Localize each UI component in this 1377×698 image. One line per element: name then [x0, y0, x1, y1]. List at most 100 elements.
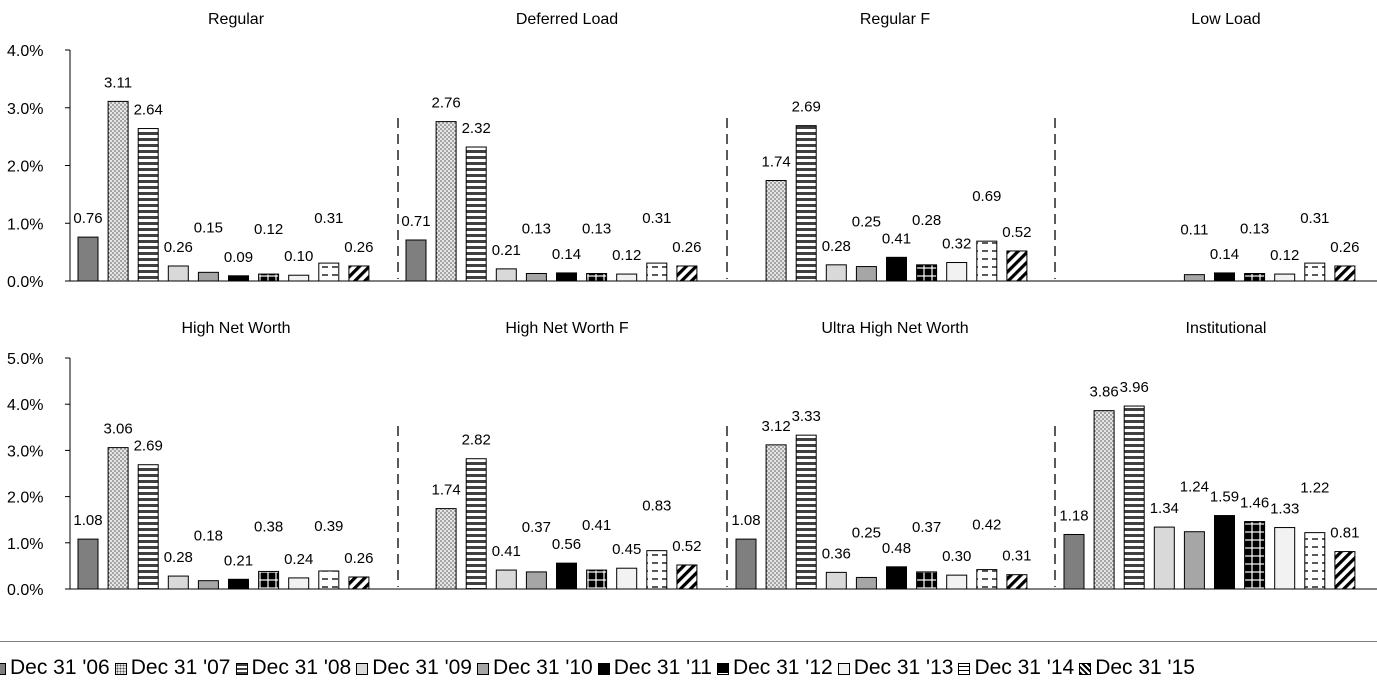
legend-swatch	[597, 663, 610, 675]
data-label: 0.26	[672, 239, 701, 256]
panel-title: High Net Worth F	[505, 320, 629, 337]
bar	[646, 262, 668, 282]
legend-swatch	[114, 663, 127, 675]
legend-swatch	[235, 663, 248, 675]
bar	[1304, 262, 1326, 282]
panel-title: Ultra High Net Worth	[821, 320, 968, 337]
bar	[825, 264, 847, 282]
data-label: 3.33	[792, 408, 821, 425]
legend-swatch	[0, 663, 6, 675]
bar	[1093, 410, 1115, 590]
panel-title: Institutional	[1186, 320, 1267, 337]
bar	[167, 265, 189, 282]
y-tick-label: 2.0%	[7, 490, 43, 507]
data-label: 0.83	[642, 498, 671, 515]
data-label: 3.06	[103, 421, 132, 438]
bar	[465, 146, 487, 282]
bar	[405, 239, 427, 282]
bar	[107, 447, 129, 590]
data-label: 0.28	[164, 549, 193, 566]
data-label: 1.34	[1150, 500, 1179, 517]
panel-title: Low Load	[1191, 11, 1260, 28]
data-label: 1.18	[1059, 507, 1088, 524]
bar	[1183, 531, 1205, 590]
legend-item: Dec 31 '15	[1079, 656, 1195, 680]
data-label: 0.24	[284, 551, 313, 568]
data-label: 0.21	[224, 552, 253, 569]
bar	[916, 264, 938, 282]
data-label: 0.09	[224, 249, 253, 266]
legend-swatch	[716, 663, 729, 675]
bar	[1334, 551, 1356, 590]
data-label: 3.96	[1120, 379, 1149, 396]
data-label: 1.74	[761, 154, 790, 171]
data-label: 0.41	[582, 517, 611, 534]
y-tick-label: 4.0%	[7, 397, 43, 414]
data-label: 3.86	[1089, 384, 1118, 401]
bar	[288, 577, 310, 590]
data-label: 0.13	[582, 220, 611, 237]
legend-item: Dec 31 '07	[114, 656, 231, 680]
data-label: 3.12	[761, 418, 790, 435]
legend-label: Dec 31 '11	[613, 656, 712, 679]
bar	[886, 566, 907, 590]
bar	[946, 262, 968, 282]
bar	[1214, 272, 1235, 282]
bar	[556, 272, 577, 282]
data-label: 0.81	[1330, 525, 1359, 542]
bar	[676, 564, 698, 590]
bar	[525, 571, 547, 590]
data-label: 0.11	[1180, 222, 1208, 239]
data-label: 0.28	[822, 238, 851, 255]
bar	[855, 576, 877, 590]
bar	[228, 275, 249, 282]
bar	[435, 508, 457, 590]
data-label: 0.26	[164, 239, 193, 256]
bar	[1244, 521, 1266, 590]
data-label: 2.82	[462, 432, 491, 449]
legend-item: Dec 31 '13	[837, 656, 954, 680]
data-label: 0.31	[642, 210, 671, 227]
data-label: 0.30	[942, 548, 971, 565]
data-label: 0.37	[912, 519, 941, 536]
y-tick-label: 0.0%	[7, 274, 43, 291]
legend-label: Dec 31 '06	[10, 656, 110, 679]
data-label: 0.26	[344, 550, 373, 567]
legend-label: Dec 31 '15	[1095, 656, 1195, 679]
data-label: 0.52	[1002, 224, 1031, 241]
legend-swatch	[477, 663, 489, 675]
panel-title: High Net Worth	[181, 320, 290, 337]
bar	[197, 271, 219, 282]
data-label: 2.69	[792, 99, 821, 116]
bar	[616, 273, 638, 282]
y-tick-label: 3.0%	[7, 443, 43, 460]
data-label: 0.21	[492, 242, 521, 259]
data-label: 2.69	[134, 438, 163, 455]
data-label: 2.32	[462, 120, 491, 137]
bar	[795, 434, 817, 590]
data-label: 0.12	[1270, 247, 1299, 264]
bar	[228, 578, 249, 590]
legend-label: Dec 31 '13	[853, 656, 954, 679]
panel-title: Regular F	[860, 11, 930, 28]
data-label: 0.31	[1300, 210, 1329, 227]
data-label: 1.08	[731, 512, 760, 529]
data-label: 0.13	[1240, 220, 1269, 237]
bar	[1183, 274, 1205, 282]
bar	[1274, 273, 1296, 282]
bar	[435, 121, 457, 282]
legend-item: Dec 31 '12	[716, 656, 833, 680]
legend-label: Dec 31 '07	[130, 656, 231, 679]
legend-label: Dec 31 '14	[974, 656, 1075, 679]
bar	[1274, 527, 1296, 590]
bar	[556, 562, 577, 590]
data-label: 0.71	[401, 213, 430, 230]
bar	[258, 570, 280, 590]
y-tick-label: 2.0%	[7, 159, 43, 176]
bar	[976, 569, 998, 590]
y-tick-label: 1.0%	[7, 216, 43, 233]
data-label: 0.38	[254, 518, 283, 535]
bar	[525, 272, 547, 282]
y-tick-label: 0.0%	[7, 582, 43, 599]
data-label: 1.74	[431, 482, 460, 499]
